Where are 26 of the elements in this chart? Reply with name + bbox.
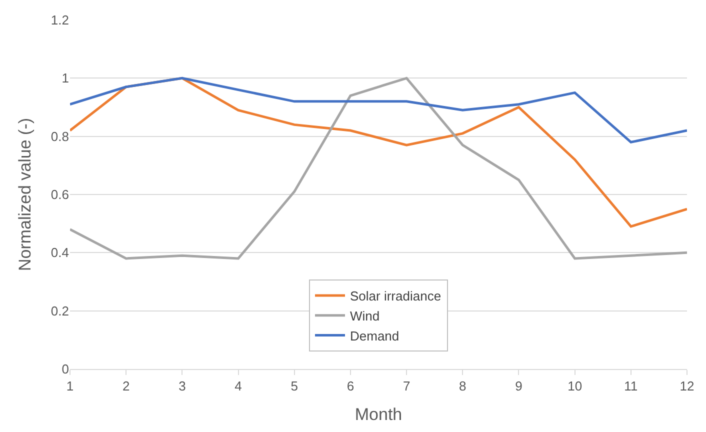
x-tick-label: 7: [402, 378, 410, 394]
x-axis-title: Month: [354, 405, 402, 424]
line-series: [70, 76, 687, 260]
x-tick-label: 9: [515, 378, 522, 394]
x-tick-label: 11: [624, 378, 638, 394]
line-series: [70, 76, 687, 228]
y-tick-label: 0.2: [50, 303, 69, 318]
y-tick-label: 0.6: [50, 187, 69, 202]
y-tick-label: 0.8: [50, 128, 69, 144]
legend-label: Solar irradiance: [350, 288, 442, 304]
x-tick-label: 10: [568, 378, 582, 394]
x-tick-label: 4: [234, 378, 242, 394]
x-tick-label: 8: [459, 378, 466, 394]
x-tick-label: 5: [290, 378, 298, 394]
y-tick-label: 1: [62, 70, 69, 86]
y-tick-label: 1.2: [50, 12, 69, 28]
x-tick-label: 6: [346, 378, 354, 394]
y-axis-title: Normalized value (-): [15, 118, 34, 272]
y-tick-label: 0: [62, 362, 69, 377]
line-series: [70, 76, 687, 144]
x-tick-label: 3: [178, 378, 186, 394]
x-tick-label: 12: [680, 378, 694, 394]
legend-label: Demand: [350, 328, 400, 344]
y-tick-label: 0.4: [50, 245, 69, 260]
x-tick-label: 2: [122, 378, 130, 394]
legend-label: Wind: [350, 308, 380, 324]
